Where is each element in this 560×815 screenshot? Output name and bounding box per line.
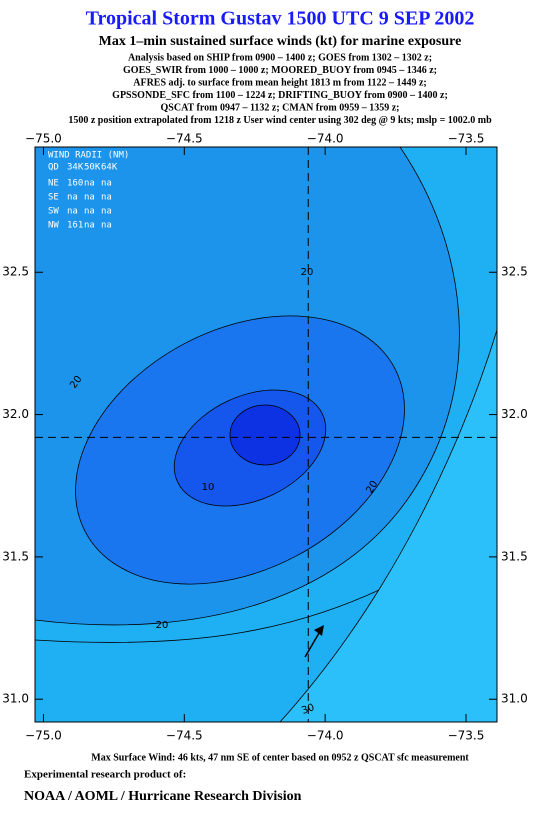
y-tick-label: 31.0 [2,692,29,706]
wind-radii-cell: na [101,221,112,231]
x-tick-label: −74.5 [166,132,203,146]
band [279,329,497,722]
analysis-line: 1500 z position extrapolated from 1218 z… [68,115,492,126]
wind-radii-cell: na [101,193,112,203]
y-tick-label: 32.5 [501,265,528,279]
wind-radii-cell: 160 [67,179,83,189]
wind-radii-header: QD [48,163,59,173]
wind-radii-cell: NW [48,221,59,231]
wind-radii-cell: na [84,193,95,203]
analysis-line: GPSSONDE_SFC from 1100 – 1224 z; DRIFTIN… [112,90,448,101]
footer-line: Experimental research product of: [24,769,186,781]
x-tick-label: −75.0 [25,132,62,146]
y-tick-label: 31.5 [2,549,29,563]
wind-radii-cell: SE [48,193,59,203]
analysis-line: GOES_SWIR from 1000 – 1000 z; MOORED_BUO… [123,65,437,76]
chart-title: Tropical Storm Gustav 1500 UTC 9 SEP 200… [86,8,475,30]
contour-label: 30 [300,702,316,717]
wind-radii-cell: NE [48,179,59,189]
analysis-line: QSCAT from 0947 – 1132 z; CMAN from 0959… [161,102,400,113]
y-tick-label: 31.5 [501,549,528,563]
y-tick-label: 32.0 [501,407,528,421]
x-tick-label: −74.5 [166,729,203,743]
wind-radii-cell: na [84,207,95,217]
footer-line: NOAA / AOML / Hurricane Research Divisio… [24,789,302,804]
plot-frame [34,146,498,723]
arrow-head [314,625,324,636]
footer-line: Max Surface Wind: 46 kts, 47 nm SE of ce… [91,752,469,763]
contour-field [35,147,497,722]
x-tick-label: −74.0 [307,729,344,743]
wind-radii-cell: na [67,193,78,203]
contour-label: 10 [202,482,215,493]
wind-radii-header: 64K [101,163,118,173]
x-tick-label: −73.5 [448,132,485,146]
x-tick-label: −73.5 [448,729,485,743]
chart-subtitle: Max 1–min sustained surface winds (kt) f… [99,34,462,49]
x-tick-label: −75.0 [25,729,62,743]
y-tick-label: 31.0 [501,692,528,706]
contour-label: 20 [301,267,314,278]
x-tick-label: −74.0 [307,132,344,146]
wind-radii-cell: SW [48,207,59,217]
analysis-line: AFRES adj. to surface from mean height 1… [133,77,427,88]
wind-radii-cell: na [84,221,95,231]
analysis-line: Analysis based on SHIP from 0900 – 1400 … [128,52,432,63]
y-tick-label: 32.0 [2,407,29,421]
band [229,404,301,466]
wind-radii-cell: na [84,179,95,189]
wind-radii-cell: na [101,207,112,217]
wind-radii-cell: na [101,179,112,189]
y-tick-label: 32.5 [2,265,29,279]
wind-radii-cell: na [67,207,78,217]
wind-radii-title: WIND RADII (NM) [48,151,129,161]
wind-radii-cell: 161 [67,221,83,231]
wind-radii-header: 34K [67,163,84,173]
wind-radii-header: 50K [84,163,101,173]
contour-label: 20 [156,620,169,631]
